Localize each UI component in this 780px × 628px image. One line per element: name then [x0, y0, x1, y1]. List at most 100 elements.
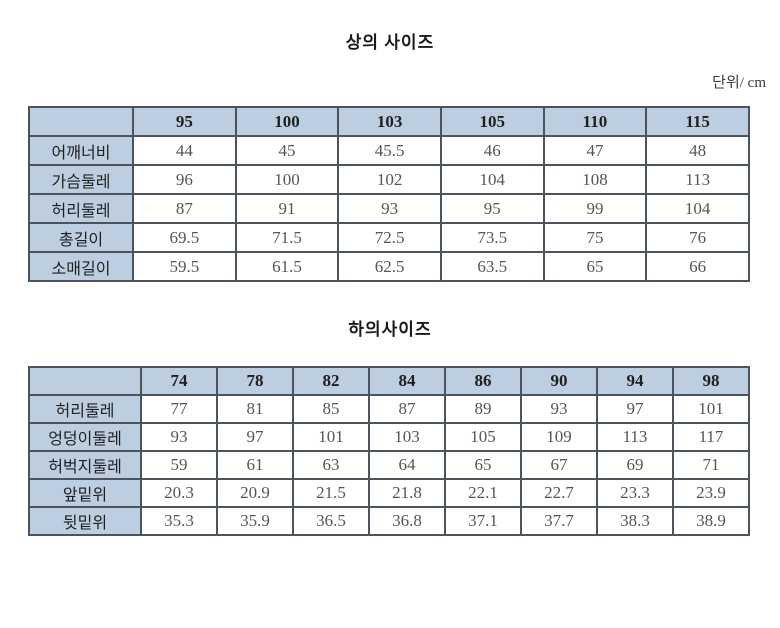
measurement-value: 100: [234, 164, 340, 195]
measurement-value: 87: [368, 394, 446, 424]
measurement-value: 59.5: [132, 251, 237, 282]
size-header-row: 74 78 82 84 86 90 94 98: [28, 366, 750, 396]
measurement-value: 61.5: [234, 251, 340, 282]
measurement-value: 91: [234, 193, 340, 224]
measurement-value: 104: [439, 164, 545, 195]
measurement-value: 73.5: [439, 222, 545, 253]
measurement-value: 108: [542, 164, 648, 195]
corner-cell: [28, 106, 134, 137]
measurement-value: 20.3: [140, 478, 218, 508]
measurement-label: 뒷밑위: [28, 506, 142, 536]
measurement-row: 소매길이 59.5 61.5 62.5 63.5 65 66: [28, 251, 750, 282]
measurement-label: 앞밑위: [28, 478, 142, 508]
measurement-value: 37.7: [520, 506, 598, 536]
measurement-label: 허리둘레: [28, 193, 134, 224]
measurement-value: 66: [645, 251, 750, 282]
measurement-value: 62.5: [337, 251, 442, 282]
measurement-value: 45.5: [337, 135, 442, 166]
measurement-label: 허리둘레: [28, 394, 142, 424]
measurement-value: 87: [132, 193, 237, 224]
measurement-label: 가슴둘레: [28, 164, 134, 195]
measurement-value: 69.5: [132, 222, 237, 253]
measurement-value: 75: [542, 222, 648, 253]
measurement-value: 47: [542, 135, 648, 166]
measurement-row: 앞밑위 20.3 20.9 21.5 21.8 22.1 22.7 23.3 23.9: [28, 478, 750, 508]
size-column-header: 110: [542, 106, 648, 137]
measurement-row: 허리둘레 87 91 93 95 99 104: [28, 193, 750, 224]
measurement-value: 76: [645, 222, 750, 253]
measurement-value: 96: [132, 164, 237, 195]
measurement-value: 85: [292, 394, 370, 424]
measurement-value: 81: [216, 394, 294, 424]
measurement-value: 71.5: [234, 222, 340, 253]
measurement-value: 113: [645, 164, 750, 195]
measurement-value: 36.5: [292, 506, 370, 536]
measurement-value: 21.8: [368, 478, 446, 508]
measurement-value: 77: [140, 394, 218, 424]
measurement-value: 64: [368, 450, 446, 480]
measurement-value: 61: [216, 450, 294, 480]
size-column-header: 100: [234, 106, 340, 137]
measurement-value: 22.7: [520, 478, 598, 508]
measurement-value: 113: [596, 422, 674, 452]
measurement-value: 65: [542, 251, 648, 282]
measurement-label: 소매길이: [28, 251, 134, 282]
measurement-value: 102: [337, 164, 442, 195]
size-column-header: 115: [645, 106, 750, 137]
measurement-value: 65: [444, 450, 522, 480]
measurement-value: 35.9: [216, 506, 294, 536]
size-column-header: 82: [292, 366, 370, 396]
measurement-row: 엉덩이둘레 93 97 101 103 105 109 113 117: [28, 422, 750, 452]
measurement-value: 23.3: [596, 478, 674, 508]
size-column-header: 74: [140, 366, 218, 396]
size-header-row: 95 100 103 105 110 115: [28, 106, 750, 137]
top-size-table-title: 상의 사이즈: [345, 33, 435, 52]
measurement-value: 20.9: [216, 478, 294, 508]
measurement-label: 허벅지둘레: [28, 450, 142, 480]
measurement-value: 38.9: [672, 506, 750, 536]
measurement-value: 71: [672, 450, 750, 480]
measurement-value: 36.8: [368, 506, 446, 536]
measurement-row: 어깨너비 44 45 45.5 46 47 48: [28, 135, 750, 166]
measurement-value: 22.1: [444, 478, 522, 508]
measurement-value: 117: [672, 422, 750, 452]
measurement-row: 총길이 69.5 71.5 72.5 73.5 75 76: [28, 222, 750, 253]
measurement-value: 48: [645, 135, 750, 166]
measurement-value: 21.5: [292, 478, 370, 508]
measurement-value: 109: [520, 422, 598, 452]
measurement-value: 97: [596, 394, 674, 424]
size-column-header: 94: [596, 366, 674, 396]
measurement-value: 93: [520, 394, 598, 424]
measurement-value: 101: [292, 422, 370, 452]
measurement-value: 89: [444, 394, 522, 424]
measurement-label: 엉덩이둘레: [28, 422, 142, 452]
measurement-value: 37.1: [444, 506, 522, 536]
size-column-header: 86: [444, 366, 522, 396]
measurement-value: 69: [596, 450, 674, 480]
measurement-value: 97: [216, 422, 294, 452]
measurement-value: 23.9: [672, 478, 750, 508]
measurement-label: 어깨너비: [28, 135, 134, 166]
size-column-header: 84: [368, 366, 446, 396]
measurement-value: 38.3: [596, 506, 674, 536]
measurement-value: 103: [368, 422, 446, 452]
unit-label: 단위/ cm: [712, 75, 766, 91]
measurement-value: 105: [444, 422, 522, 452]
measurement-value: 101: [672, 394, 750, 424]
measurement-value: 63: [292, 450, 370, 480]
measurement-value: 63.5: [439, 251, 545, 282]
measurement-value: 59: [140, 450, 218, 480]
measurement-value: 95: [439, 193, 545, 224]
top-size-table: 95 100 103 105 110 115 어깨너비 44 45 45.5 46 47 48 가슴둘레 9…: [28, 106, 750, 282]
measurement-label: 총길이: [28, 222, 134, 253]
measurement-value: 104: [645, 193, 750, 224]
measurement-value: 93: [140, 422, 218, 452]
measurement-row: 가슴둘레 96 100 102 104 108 113: [28, 164, 750, 195]
size-column-header: 98: [672, 366, 750, 396]
measurement-row: 뒷밑위 35.3 35.9 36.5 36.8 37.1 37.7 38.3 38.9: [28, 506, 750, 536]
measurement-row: 허리둘레 77 81 85 87 89 93 97 101: [28, 394, 750, 424]
size-column-header: 105: [439, 106, 545, 137]
bottom-size-table: 74 78 82 84 86 90 94 98 허리둘레 77 81 85 87 89 93 97 101 엉덩이…: [28, 366, 750, 536]
size-column-header: 95: [132, 106, 237, 137]
